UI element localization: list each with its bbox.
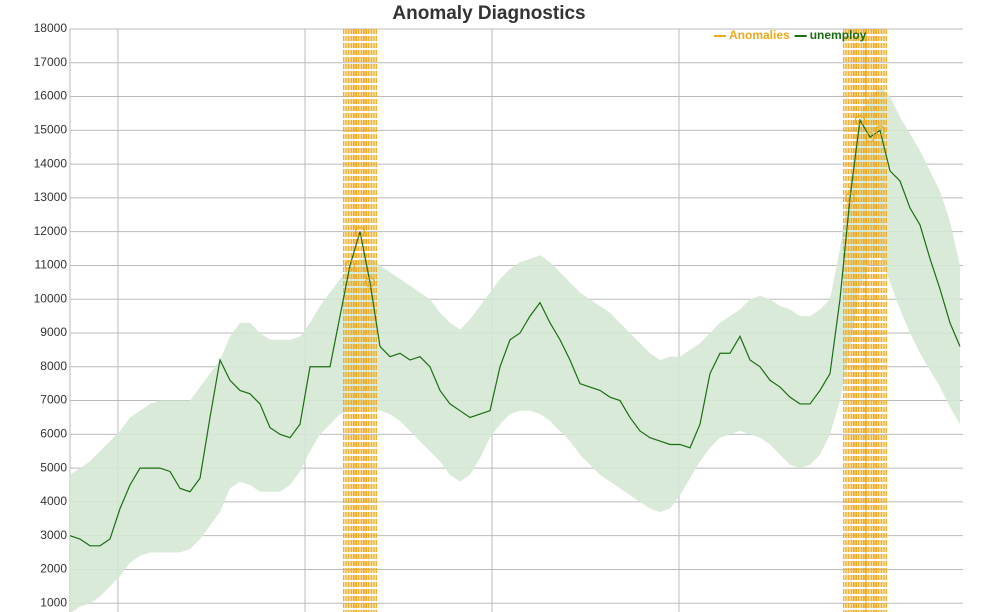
y-tick-label: 18000 bbox=[34, 21, 68, 35]
y-tick-label: 14000 bbox=[34, 156, 68, 170]
y-tick-label: 13000 bbox=[34, 190, 68, 204]
y-tick-label: 7000 bbox=[40, 393, 67, 407]
chart-title: Anomaly Diagnostics bbox=[392, 3, 585, 24]
y-tick-label: 6000 bbox=[40, 427, 67, 441]
y-tick-label: 17000 bbox=[34, 55, 68, 69]
anomaly-point bbox=[354, 226, 366, 237]
y-tick-label: 11000 bbox=[35, 258, 68, 272]
y-tick-label: 8000 bbox=[40, 359, 67, 373]
y-tick-label: 1000 bbox=[40, 595, 67, 609]
anomaly-point bbox=[874, 125, 886, 136]
y-tick-label: 10000 bbox=[34, 291, 68, 305]
confidence-band bbox=[70, 86, 960, 612]
y-tick-label: 15000 bbox=[34, 123, 68, 137]
y-tick-label: 3000 bbox=[40, 528, 67, 542]
y-tick-label: 4000 bbox=[40, 494, 67, 508]
anomaly-point bbox=[844, 192, 856, 203]
y-tick-label: 12000 bbox=[34, 224, 68, 238]
y-tick-label: 5000 bbox=[40, 460, 67, 474]
legend-label: Anomalies bbox=[729, 28, 790, 42]
y-tick-label: 9000 bbox=[40, 325, 67, 339]
legend-label: unemploy bbox=[810, 28, 867, 42]
anomaly-point bbox=[864, 131, 876, 143]
anomaly-point bbox=[364, 277, 376, 288]
y-tick-label: 16000 bbox=[34, 89, 68, 103]
y-tick-label: 2000 bbox=[40, 562, 67, 576]
anomaly-point bbox=[344, 260, 356, 271]
anomaly-point bbox=[854, 115, 866, 126]
line bbox=[69, 118, 961, 547]
